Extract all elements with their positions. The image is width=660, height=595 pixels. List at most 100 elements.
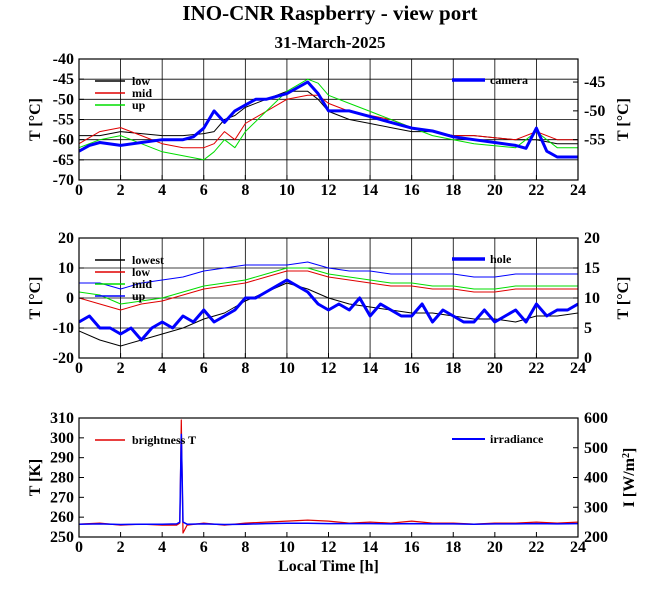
series-layer [79,261,578,347]
series-low [79,270,578,311]
x-tick-label: 16 [404,360,420,377]
y-right-tick-label: 600 [584,410,608,427]
y-tick-label: 300 [50,430,74,447]
legend-label: low [132,74,150,88]
y-tick-label: -60 [53,132,74,149]
x-tick-label: 22 [528,182,544,199]
x-tick-label: 12 [321,182,337,199]
legend-label: brightness T [132,433,196,447]
series-layer [79,78,578,161]
legend-label: lowest [132,253,164,267]
y-tick-label: -45 [53,71,74,88]
y-tick-label: -65 [53,152,74,169]
y-right-tick-label: 10 [584,290,600,307]
y-tick-label: 260 [50,509,74,526]
y-right-tick-label: 200 [584,529,608,546]
y-right-axis-label: T [°C] [615,98,632,141]
y-axis-label: T [K] [27,459,44,496]
x-tick-label: 22 [528,360,544,377]
x-tick-label: 10 [279,182,295,199]
x-tick-label: 2 [117,539,125,556]
x-tick-label: 4 [158,360,166,377]
y-right-tick-label: 400 [584,470,608,487]
x-tick-label: 18 [445,539,461,556]
x-tick-label: 20 [487,360,503,377]
y-right-tick-label: 0 [584,350,592,367]
plots-layer: 0 2 4 6 8 10 12 14 16 18 20 22 24-40-45-50-55-60-65-… [27,51,638,575]
x-tick-label: 24 [570,360,586,377]
legend-label: mid [132,277,152,291]
x-tick-label: 14 [362,182,378,199]
y-tick-label: 10 [58,260,74,277]
panel-3: 0 2 4 6 8 10 12 14 16 18 20 22 243103002902802702602… [27,410,638,575]
y-right-axis-label: T [°C] [615,277,632,320]
y-tick-label: 280 [50,470,74,487]
y-tick-label: -70 [53,172,74,189]
x-tick-label: 2 [117,360,125,377]
y-right-tick-label: -50 [584,103,605,120]
x-tick-label: 22 [528,539,544,556]
series-up [79,261,578,290]
y-tick-label: 290 [50,450,74,467]
x-tick-label: 8 [241,182,249,199]
chart-title: INO-CNR Raspberry - view port [182,1,477,25]
x-tick-label: 20 [487,539,503,556]
series-lowest [79,282,578,347]
panel-1: 0 2 4 6 8 10 12 14 16 18 20 22 24-40-45-50-55-60-65-… [27,51,632,199]
y-right-tick-label: 15 [584,260,600,277]
x-tick-label: 14 [362,539,378,556]
y-tick-label: -55 [53,112,74,129]
chart-subtitle: 31-March-2025 [274,33,385,52]
y-tick-label: 0 [66,290,74,307]
y-right-tick-label: 300 [584,499,608,516]
x-tick-label: 8 [241,539,249,556]
panel-2: 0 2 4 6 8 10 12 14 16 18 20 22 2420100-10-2020151050… [27,230,632,377]
y-tick-label: 270 [50,489,74,506]
y-tick-label: 310 [50,410,74,427]
x-tick-label: 8 [241,360,249,377]
x-tick-label: 4 [158,539,166,556]
y-right-tick-label: 20 [584,230,600,247]
series-irradiance [79,433,578,526]
y-right-tick-label: 500 [584,440,608,457]
x-tick-label: 10 [279,360,295,377]
series-mid [79,94,578,149]
y-right-tick-label: -55 [584,132,605,149]
x-tick-label: 12 [321,360,337,377]
x-tick-label: 0 [75,539,83,556]
x-tick-label: 2 [117,182,125,199]
y-tick-label: -40 [53,51,74,68]
x-axis-label: Local Time [h] [278,558,379,575]
x-tick-label: 6 [200,360,208,377]
x-tick-label: 6 [200,539,208,556]
series-hole [79,278,578,342]
y-tick-label: 250 [50,529,74,546]
series-layer [79,419,578,534]
series-camera [79,80,578,159]
x-tick-label: 18 [445,182,461,199]
y-tick-label: -10 [53,320,74,337]
legend-label: camera [490,73,528,87]
y-axis-label: T [°C] [27,277,44,320]
legend-label: up [132,289,146,303]
x-tick-label: 16 [404,539,420,556]
series-mid [79,267,578,305]
legend-label: hole [490,252,512,266]
x-tick-label: 6 [200,182,208,199]
y-tick-label: -20 [53,350,74,367]
x-tick-label: 24 [570,182,586,199]
legend-label: up [132,98,146,112]
x-tick-label: 0 [75,360,83,377]
series-up [79,78,578,161]
x-tick-label: 14 [362,360,378,377]
x-tick-label: 12 [321,539,337,556]
x-tick-label: 0 [75,182,83,199]
y-right-tick-label: -45 [584,74,605,91]
legend-label: mid [132,86,152,100]
x-tick-label: 16 [404,182,420,199]
y-right-tick-label: 5 [584,320,592,337]
y-axis-label: T [°C] [27,98,44,141]
x-tick-label: 18 [445,360,461,377]
x-tick-label: 4 [158,182,166,199]
